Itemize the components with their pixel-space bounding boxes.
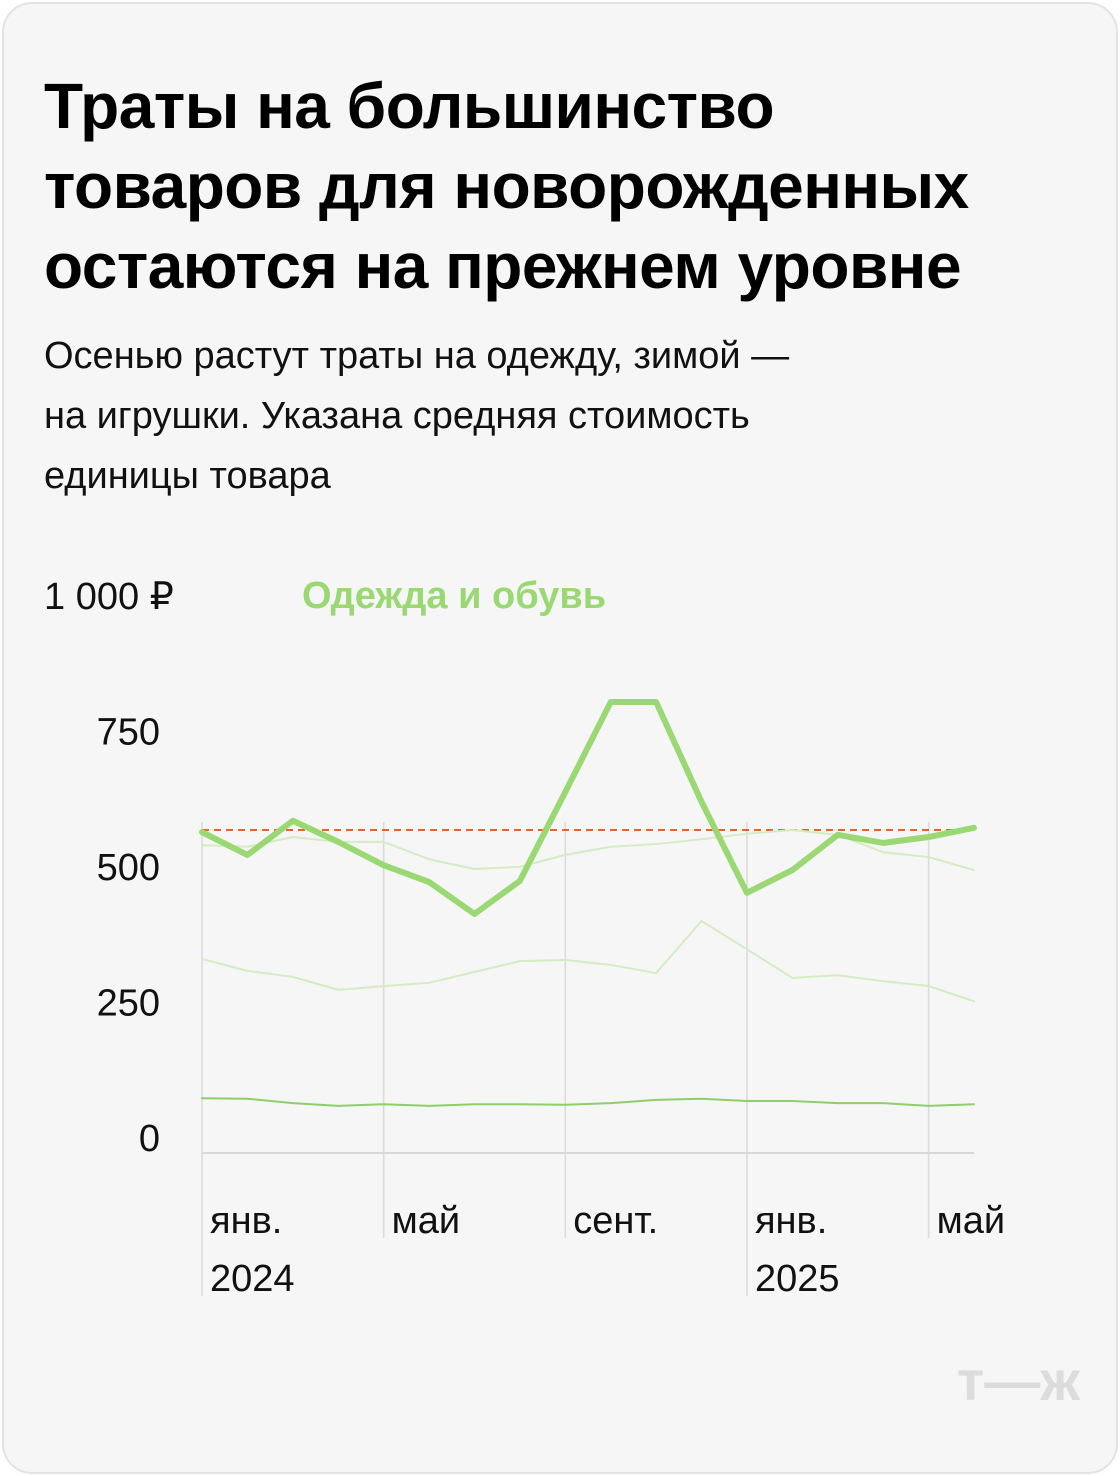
x-tick-label: янв. 2024 — [210, 1200, 295, 1300]
series-line — [201, 920, 975, 1003]
y-tick-label: 750 — [97, 712, 160, 754]
x-tick-label: янв. 2025 — [754, 1200, 840, 1300]
legend-label: Одежда и обувь — [302, 575, 606, 617]
chart: 0 250 500 750 1 000 ₽ Одежда и обувь т—ж — [44, 575, 1081, 1412]
x-tick-label: май — [936, 1200, 1006, 1242]
logo: т—ж — [957, 1349, 1081, 1412]
series-line — [199, 699, 977, 917]
x-tick-label: май — [391, 1200, 461, 1242]
x-tick-label: сент. — [573, 1200, 659, 1242]
series-line — [201, 1097, 975, 1107]
chart-subtitle: Осенью растут траты на одежду, зимой — н… — [44, 335, 790, 497]
y-tick-label: 250 — [97, 983, 160, 1025]
chart-title: Траты на большинство товаров для новорож… — [44, 70, 969, 302]
y-tick-label: 0 — [139, 1118, 160, 1160]
y-tick-label: 500 — [97, 847, 160, 889]
y-tick-label: 1 000 ₽ — [44, 576, 174, 618]
